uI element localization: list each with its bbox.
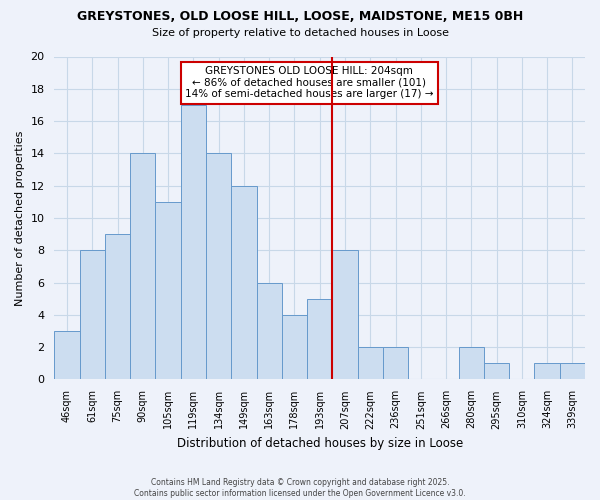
Text: Size of property relative to detached houses in Loose: Size of property relative to detached ho… xyxy=(151,28,449,38)
Text: Contains HM Land Registry data © Crown copyright and database right 2025.
Contai: Contains HM Land Registry data © Crown c… xyxy=(134,478,466,498)
Text: GREYSTONES, OLD LOOSE HILL, LOOSE, MAIDSTONE, ME15 0BH: GREYSTONES, OLD LOOSE HILL, LOOSE, MAIDS… xyxy=(77,10,523,23)
Bar xyxy=(560,364,585,380)
Y-axis label: Number of detached properties: Number of detached properties xyxy=(15,130,25,306)
Bar xyxy=(458,347,484,380)
Bar xyxy=(80,250,105,380)
Bar xyxy=(358,347,383,380)
Bar xyxy=(307,298,332,380)
Text: GREYSTONES OLD LOOSE HILL: 204sqm
← 86% of detached houses are smaller (101)
14%: GREYSTONES OLD LOOSE HILL: 204sqm ← 86% … xyxy=(185,66,433,100)
X-axis label: Distribution of detached houses by size in Loose: Distribution of detached houses by size … xyxy=(176,437,463,450)
Bar xyxy=(55,331,80,380)
Bar xyxy=(105,234,130,380)
Bar xyxy=(181,105,206,380)
Bar xyxy=(383,347,408,380)
Bar xyxy=(130,154,155,380)
Bar xyxy=(282,315,307,380)
Bar xyxy=(484,364,509,380)
Bar xyxy=(155,202,181,380)
Bar xyxy=(257,282,282,380)
Bar xyxy=(206,154,231,380)
Bar xyxy=(231,186,257,380)
Bar xyxy=(535,364,560,380)
Bar xyxy=(332,250,358,380)
